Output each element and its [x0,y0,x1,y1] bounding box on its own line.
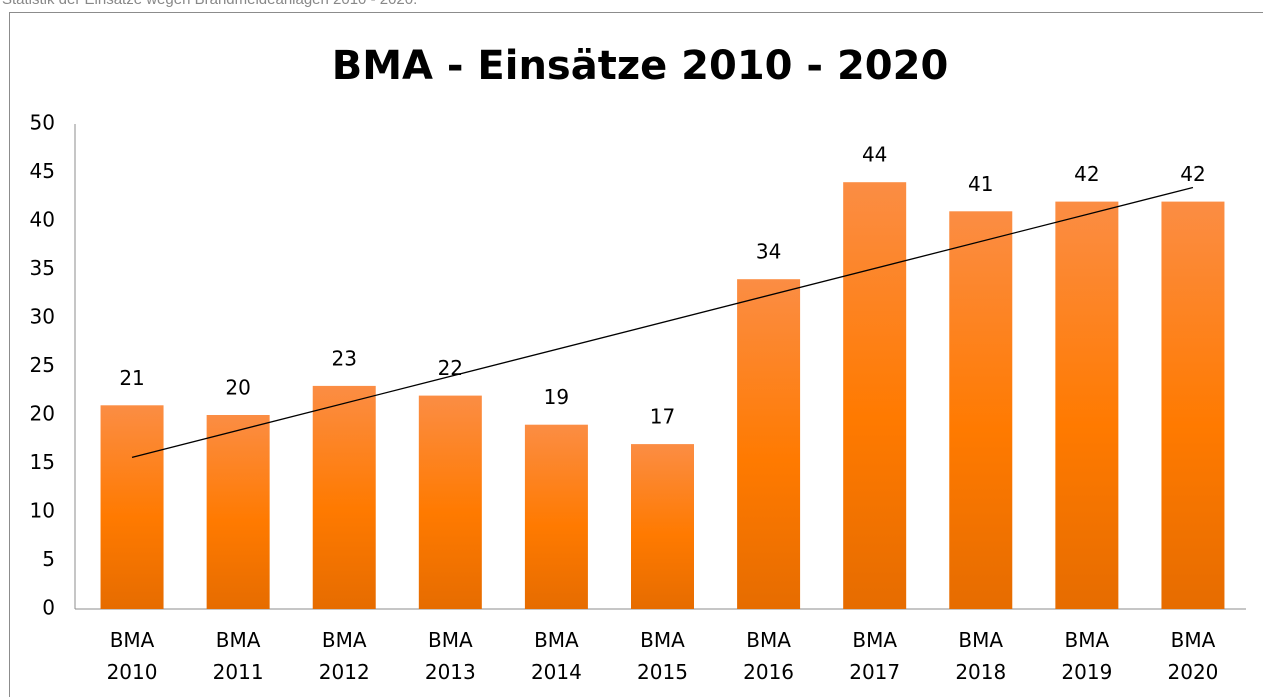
data-label: 42 [1074,162,1099,186]
y-tick-label: 40 [30,208,55,232]
data-label: 34 [756,240,781,264]
data-label: 17 [650,405,675,429]
data-label: 44 [862,143,887,167]
bar [524,424,588,609]
chart-border [9,12,1263,697]
bar [1055,201,1119,609]
x-tick-label: BMA 2010 [107,628,158,684]
bar [737,279,801,609]
data-label: 23 [332,346,357,370]
bar [100,405,164,609]
y-tick-label: 30 [30,305,55,329]
x-tick-label: BMA 2013 [425,628,476,684]
y-tick-label: 50 [30,111,55,135]
x-tick-label: BMA 2019 [1061,628,1112,684]
x-tick-label: BMA 2018 [955,628,1006,684]
trendline [131,186,1194,458]
y-tick-label: 5 [42,547,55,571]
bar [312,385,376,609]
data-label: 19 [544,385,569,409]
x-tick-label: BMA 2020 [1168,628,1219,684]
y-tick-label: 35 [30,256,55,280]
x-tick-label: BMA 2016 [743,628,794,684]
chart-title: BMA - Einsätze 2010 - 2020 [332,43,949,89]
y-tick-label: 20 [30,402,55,426]
x-tick-label: BMA 2014 [531,628,582,684]
y-tick-label: 25 [30,353,55,377]
bar [418,395,482,609]
data-label: 42 [1180,162,1205,186]
x-tick-label: BMA 2017 [849,628,900,684]
bar [949,211,1013,610]
data-label: 20 [225,376,250,400]
bar [843,182,907,609]
x-tick-label: BMA 2015 [637,628,688,684]
bar [206,415,270,609]
x-tick-label: BMA 2012 [319,628,370,684]
caption: Statistik der Einsätze wegen Brandmeldea… [2,0,417,8]
y-tick-label: 0 [42,596,55,620]
y-tick-label: 10 [30,499,55,523]
bar [1161,201,1225,609]
y-tick-label: 15 [30,450,55,474]
bar [631,444,694,609]
data-label: 21 [119,366,144,390]
y-tick-label: 45 [30,159,55,183]
x-tick-label: BMA 2011 [213,628,264,684]
data-label: 41 [968,172,993,196]
